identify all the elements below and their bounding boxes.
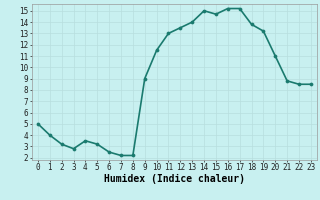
X-axis label: Humidex (Indice chaleur): Humidex (Indice chaleur) — [104, 174, 245, 184]
